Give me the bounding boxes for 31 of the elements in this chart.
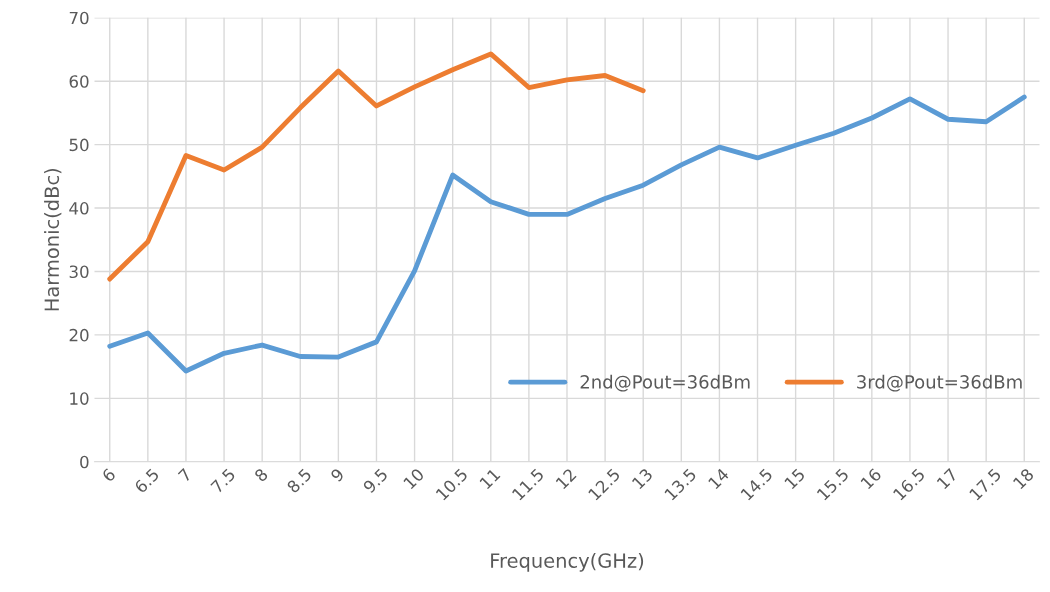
x-tick-label: 17 — [936, 467, 958, 490]
y-tick-label: 0 — [80, 455, 89, 469]
x-tick-label: 9 — [329, 467, 345, 483]
y-tick-label: 30 — [69, 265, 89, 279]
y-tick-label: 50 — [69, 138, 89, 152]
x-tick-label: 12 — [555, 468, 577, 490]
x-tick-label: 18 — [1012, 467, 1035, 490]
y-tick-label: 60 — [69, 75, 89, 88]
x-tick-label: 8.5 — [286, 467, 313, 494]
x-tick-label: 7.5 — [210, 468, 236, 494]
legend-label: 3rd@Pout=36dBm — [857, 374, 1022, 392]
x-axis-title: Frequency(GHz) — [491, 552, 644, 572]
legend-label: 2nd@Pout=36dBm — [580, 374, 750, 392]
x-tick-label: 10 — [402, 467, 425, 490]
y-tick-label: 70 — [69, 11, 89, 25]
x-tick-label: 7 — [177, 467, 192, 483]
y-tick-label: 10 — [70, 392, 89, 405]
x-tick-label: 11 — [479, 468, 501, 490]
y-tick-label: 20 — [69, 328, 89, 342]
x-tick-label: 16 — [860, 467, 883, 490]
x-tick-label: 9.5 — [362, 467, 389, 494]
line-series — [107, 94, 1027, 374]
x-tick-label: 6.5 — [133, 467, 160, 494]
x-tick-label: 13 — [631, 467, 654, 490]
x-tick-label: 8 — [253, 467, 269, 483]
y-tick-label: 40 — [69, 202, 89, 215]
x-tick-label: 15 — [784, 468, 806, 490]
y-axis-title: Harmonic(dBc) — [44, 168, 62, 311]
x-tick-label: 14 — [707, 467, 730, 490]
x-tick-label: 6 — [101, 467, 117, 483]
line-series — [107, 51, 646, 282]
